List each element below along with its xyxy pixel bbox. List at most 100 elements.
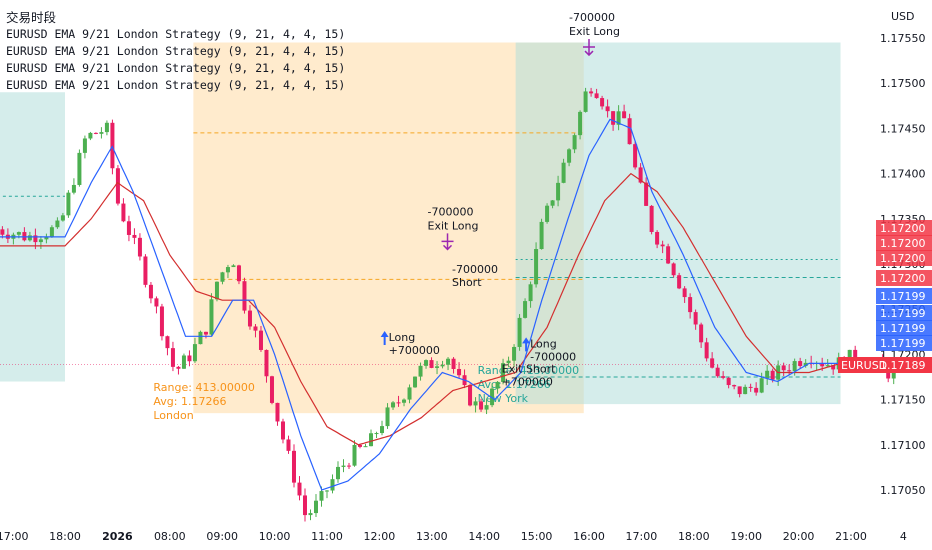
candle-body [633, 144, 638, 168]
candle-body [413, 376, 418, 388]
candle-body [506, 360, 511, 364]
candle-body [170, 348, 175, 367]
candle-body [231, 265, 236, 268]
candle-body [446, 358, 451, 365]
candle-body [137, 237, 142, 257]
candle-body [644, 182, 649, 206]
candle-body [198, 331, 203, 345]
candle-body [600, 98, 605, 107]
candle-body [611, 111, 616, 125]
candle-body [682, 288, 687, 298]
x-tick-label: 18:00 [49, 530, 81, 543]
candle-body [594, 93, 599, 99]
candle-body [77, 152, 82, 185]
candle-body [242, 281, 247, 311]
candle-body [38, 239, 43, 243]
candle-body [473, 401, 478, 406]
candle-body [126, 221, 131, 235]
candle-body [347, 465, 352, 467]
candle-body [374, 433, 379, 435]
candle-body [666, 246, 671, 264]
candle-body [699, 324, 704, 343]
price-badge-label: 1.17189 [880, 359, 926, 372]
strategy-row-2[interactable]: EURUSD EMA 9/21 London Strategy (9, 21, … [6, 44, 346, 58]
indicator-legend: 交易时段 EURUSD EMA 9/21 London Strategy (9,… [6, 9, 345, 94]
candle-body [616, 111, 621, 125]
candle-body [490, 388, 495, 406]
candle-body [220, 272, 225, 282]
x-tick-label: 08:00 [154, 530, 186, 543]
x-tick-label: 20:00 [783, 530, 815, 543]
strategy-row-4[interactable]: EURUSD EMA 9/21 London Strategy (9, 21, … [6, 78, 346, 92]
price-axis[interactable]: 1.175501.175001.174501.174001.173501.173… [838, 32, 932, 497]
candle-body [726, 377, 731, 386]
candle-body [0, 229, 5, 235]
london-stats-1: Avg: 1.17266 [153, 395, 226, 408]
x-tick-label: 18:00 [678, 530, 710, 543]
candle-body [539, 221, 544, 250]
candle-body [60, 215, 65, 221]
candle-body [512, 346, 517, 361]
price-badge [876, 320, 932, 336]
annotation-label: -700000 [452, 263, 498, 276]
candle-body [225, 267, 230, 273]
candle-body [820, 363, 825, 367]
candle-body [479, 401, 484, 410]
candle-body [391, 402, 396, 408]
annotation-label: Long [530, 337, 557, 350]
annotation-label: Long [389, 331, 416, 344]
x-tick-label: 17:00 [0, 530, 28, 543]
candle-body [429, 360, 434, 368]
candle-body [269, 376, 274, 403]
candle-body [148, 284, 153, 299]
candle-body [49, 227, 54, 237]
strategy-row-3[interactable]: EURUSD EMA 9/21 London Strategy (9, 21, … [6, 61, 346, 75]
candle-body [523, 301, 528, 318]
x-tick-label: 11:00 [311, 530, 343, 543]
candle-body [567, 149, 572, 163]
candle-body [572, 135, 577, 150]
candle-body [754, 387, 759, 393]
candle-body [556, 182, 561, 201]
candle-body [82, 138, 87, 153]
x-tick-label: 16:00 [573, 530, 605, 543]
candle-body [363, 446, 368, 448]
y-tick-label: 1.17050 [880, 484, 926, 497]
price-badge [876, 288, 932, 304]
x-tick-label: 4 [900, 530, 907, 543]
y-tick-label: 1.17450 [880, 122, 926, 135]
strategy-row-1[interactable]: EURUSD EMA 9/21 London Strategy (9, 21, … [6, 27, 346, 41]
trade-annotation-exit_short: Exit Short+700000 [502, 362, 557, 388]
candle-body [286, 439, 291, 451]
candle-body [891, 368, 896, 379]
x-tick-label: 21:00 [835, 530, 867, 543]
time-axis[interactable]: 17:00 18:00 2026 08:00 09:00 10:00 11:00 12:00 1… [0, 530, 907, 543]
candle-body [247, 310, 252, 327]
indicator-title[interactable]: 交易时段 [6, 10, 57, 25]
candle-body [605, 106, 610, 112]
candle-body [825, 365, 830, 367]
price-badge-label: 1.17199 [880, 337, 926, 350]
candle-body [655, 231, 660, 245]
candle-body [319, 491, 324, 501]
candle-body [154, 298, 159, 307]
candle-body [451, 358, 456, 369]
annotation-label: -700000 [428, 205, 474, 218]
candle-body [308, 513, 313, 516]
candle-body [264, 349, 269, 377]
candle-body [192, 344, 197, 362]
x-tick-label: 13:00 [416, 530, 448, 543]
annotation-label: +700000 [502, 375, 553, 388]
candle-body [110, 122, 115, 169]
candle-body [302, 495, 307, 516]
candle-body [99, 132, 104, 134]
candle-body [743, 386, 748, 395]
candle-body [214, 281, 219, 300]
candle-body [787, 370, 792, 372]
candle-body [44, 236, 49, 240]
currency-label[interactable]: USD [891, 10, 915, 23]
candle-body [253, 326, 258, 331]
candle-body [627, 118, 632, 145]
ema-lines [0, 118, 891, 491]
